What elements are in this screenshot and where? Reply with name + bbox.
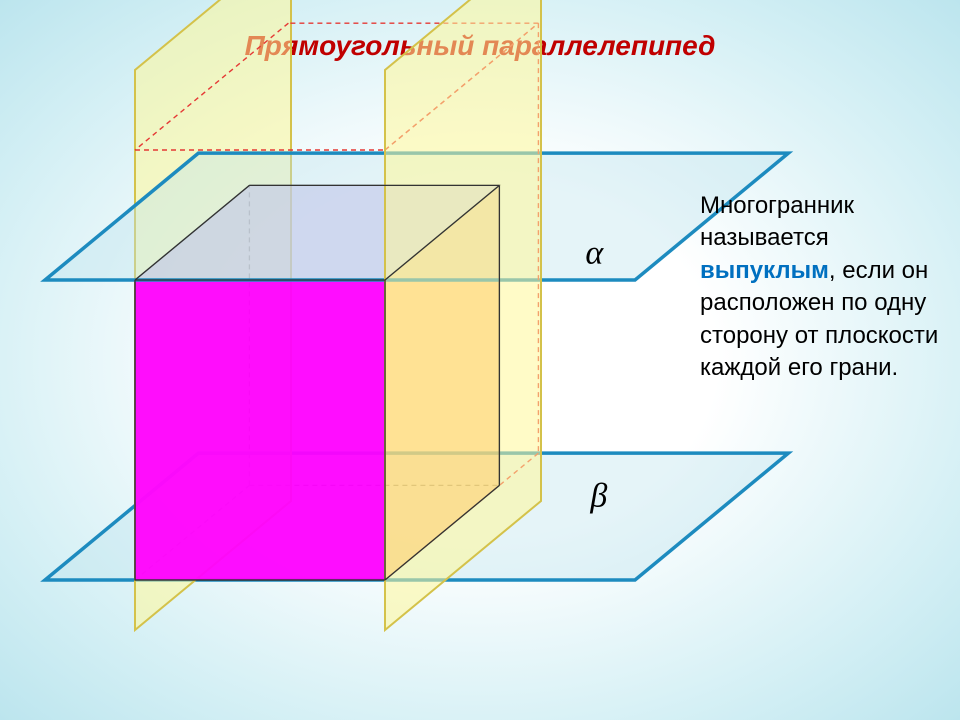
slide: Прямоугольный параллелепипед α β Многогр… — [0, 0, 960, 720]
def-pre: Многогранник называется — [700, 192, 854, 251]
alpha-label: α — [585, 234, 604, 271]
def-emph: выпуклым — [700, 257, 829, 284]
beta-label: β — [589, 477, 607, 514]
definition-text: Многогранник называется выпуклым, если о… — [700, 190, 950, 384]
